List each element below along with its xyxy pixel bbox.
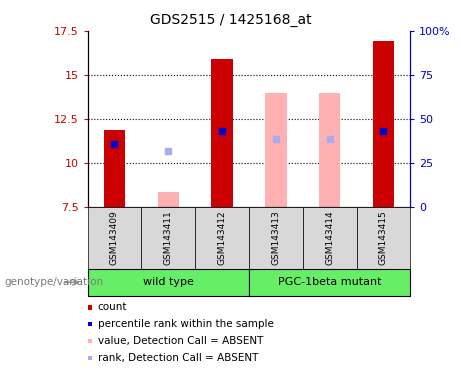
Text: GSM143412: GSM143412 [218, 211, 226, 265]
Point [272, 136, 279, 142]
Text: GSM143414: GSM143414 [325, 211, 334, 265]
Text: GSM143411: GSM143411 [164, 211, 173, 265]
Point [326, 136, 333, 142]
Point [219, 127, 226, 134]
Text: genotype/variation: genotype/variation [5, 277, 104, 287]
Point [165, 148, 172, 154]
Bar [211, 59, 233, 207]
Bar [265, 93, 287, 207]
Text: wild type: wild type [143, 277, 194, 287]
Text: percentile rank within the sample: percentile rank within the sample [98, 319, 274, 329]
Text: count: count [98, 302, 127, 312]
Bar [319, 93, 340, 207]
Text: value, Detection Call = ABSENT: value, Detection Call = ABSENT [98, 336, 263, 346]
Point [111, 141, 118, 147]
Text: GSM143415: GSM143415 [379, 211, 388, 265]
Text: rank, Detection Call = ABSENT: rank, Detection Call = ABSENT [98, 353, 258, 363]
Text: GDS2515 / 1425168_at: GDS2515 / 1425168_at [150, 13, 311, 27]
Bar [104, 130, 125, 207]
Text: GSM143409: GSM143409 [110, 211, 119, 265]
Text: GSM143413: GSM143413 [272, 211, 280, 265]
Text: PGC-1beta mutant: PGC-1beta mutant [278, 277, 381, 287]
Bar [158, 192, 179, 207]
Point [380, 127, 387, 134]
Bar [372, 41, 394, 207]
